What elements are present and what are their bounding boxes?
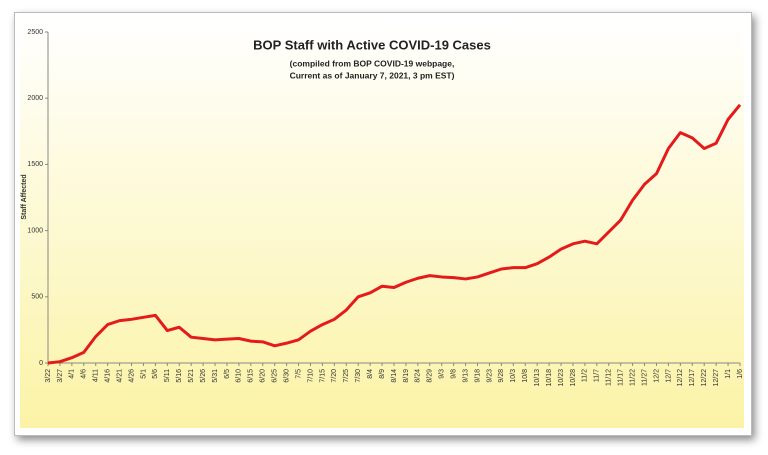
x-tick-label: 6/25 [272,369,279,383]
x-tick-label: 7/10 [307,369,314,383]
x-tick-label: 3/27 [57,369,64,383]
x-tick-label: 9/23 [486,369,493,383]
x-tick-label: 6/15 [248,369,255,383]
x-tick-label: 12/17 [689,369,696,387]
x-tick-label: 5/21 [188,369,195,383]
x-tick-label: 6/30 [283,369,290,383]
x-tick-label: 11/12 [606,369,613,386]
data-line [47,103,742,365]
x-tick-label: 6/5 [224,369,231,379]
x-tick-label: 8/19 [403,369,410,383]
x-tick-label: 6/20 [260,369,267,383]
x-tick-label: 5/1 [140,369,147,379]
x-tick-label: 8/24 [415,369,422,383]
y-tick-label: 1000 [27,227,43,234]
x-tick-label: 10/28 [570,369,577,387]
x-tick-label: 1/1 [725,369,732,379]
x-tick-label: 12/2 [653,369,660,383]
x-tick-label: 8/29 [427,369,434,383]
x-tick-label: 7/30 [355,369,362,383]
y-tick-label: 2500 [27,29,43,36]
x-tick-label: 8/9 [379,369,386,379]
chart-background [20,18,744,428]
x-tick-label: 11/2 [582,369,589,382]
y-tick-label: 1500 [27,161,43,168]
x-tick-label: 10/8 [522,369,529,383]
x-tick-label: 6/10 [236,369,243,383]
x-tick-label: 9/3 [439,369,446,379]
x-tick-label: 12/27 [713,369,720,387]
x-tick-label: 5/26 [200,369,207,383]
x-tick-label: 5/6 [152,369,159,379]
x-tick-label: 4/26 [128,369,135,383]
x-tick-label: 9/8 [450,369,457,379]
x-tick-label: 5/11 [164,369,171,382]
x-tick-label: 7/15 [319,369,326,383]
x-tick-label: 11/7 [594,369,601,382]
x-tick-label: 10/23 [558,369,565,387]
x-tick-label: 4/6 [81,369,88,379]
x-tick-label: 4/11 [93,369,100,382]
x-tick-label: 11/17 [618,369,625,386]
x-tick-label: 11/22 [629,369,636,386]
x-tick-label: 5/16 [176,369,183,383]
y-axis-label: Staff Affected [21,174,28,219]
x-tick-label: 4/21 [116,369,123,383]
x-tick-label: 11/27 [641,369,648,386]
x-tick-label: 9/18 [474,369,481,383]
x-tick-label: 7/20 [331,369,338,383]
x-tick-label: 9/13 [462,369,469,383]
x-tick-label: 7/5 [295,369,302,379]
x-tick-label: 10/18 [546,369,553,387]
y-tick-label: 500 [31,294,43,301]
x-tick-label: 7/25 [343,369,350,383]
x-tick-label: 1/6 [737,369,744,379]
x-tick-label: 12/7 [665,369,672,383]
chart-title: BOP Staff with Active COVID-19 Cases [253,37,491,52]
y-tick-label: 0 [39,360,43,367]
x-tick-label: 8/4 [367,369,374,379]
x-tick-label: 4/1 [69,369,76,379]
x-tick-label: 3/22 [45,369,52,383]
x-tick-label: 12/12 [677,369,684,387]
x-tick-label: 10/13 [534,369,541,387]
x-tick-label: 12/22 [701,369,708,387]
chart-subtitle: (compiled from BOP COVID-19 webpage, [290,58,455,68]
x-tick-label: 5/31 [212,369,219,383]
chart-subtitle: Current as of January 7, 2021, 3 pm EST) [290,70,455,80]
x-tick-label: 10/3 [510,369,517,383]
x-tick-label: 8/14 [391,369,398,383]
x-tick-label: 4/16 [104,369,111,383]
x-tick-label: 9/28 [498,369,505,383]
y-tick-label: 2000 [27,95,43,102]
